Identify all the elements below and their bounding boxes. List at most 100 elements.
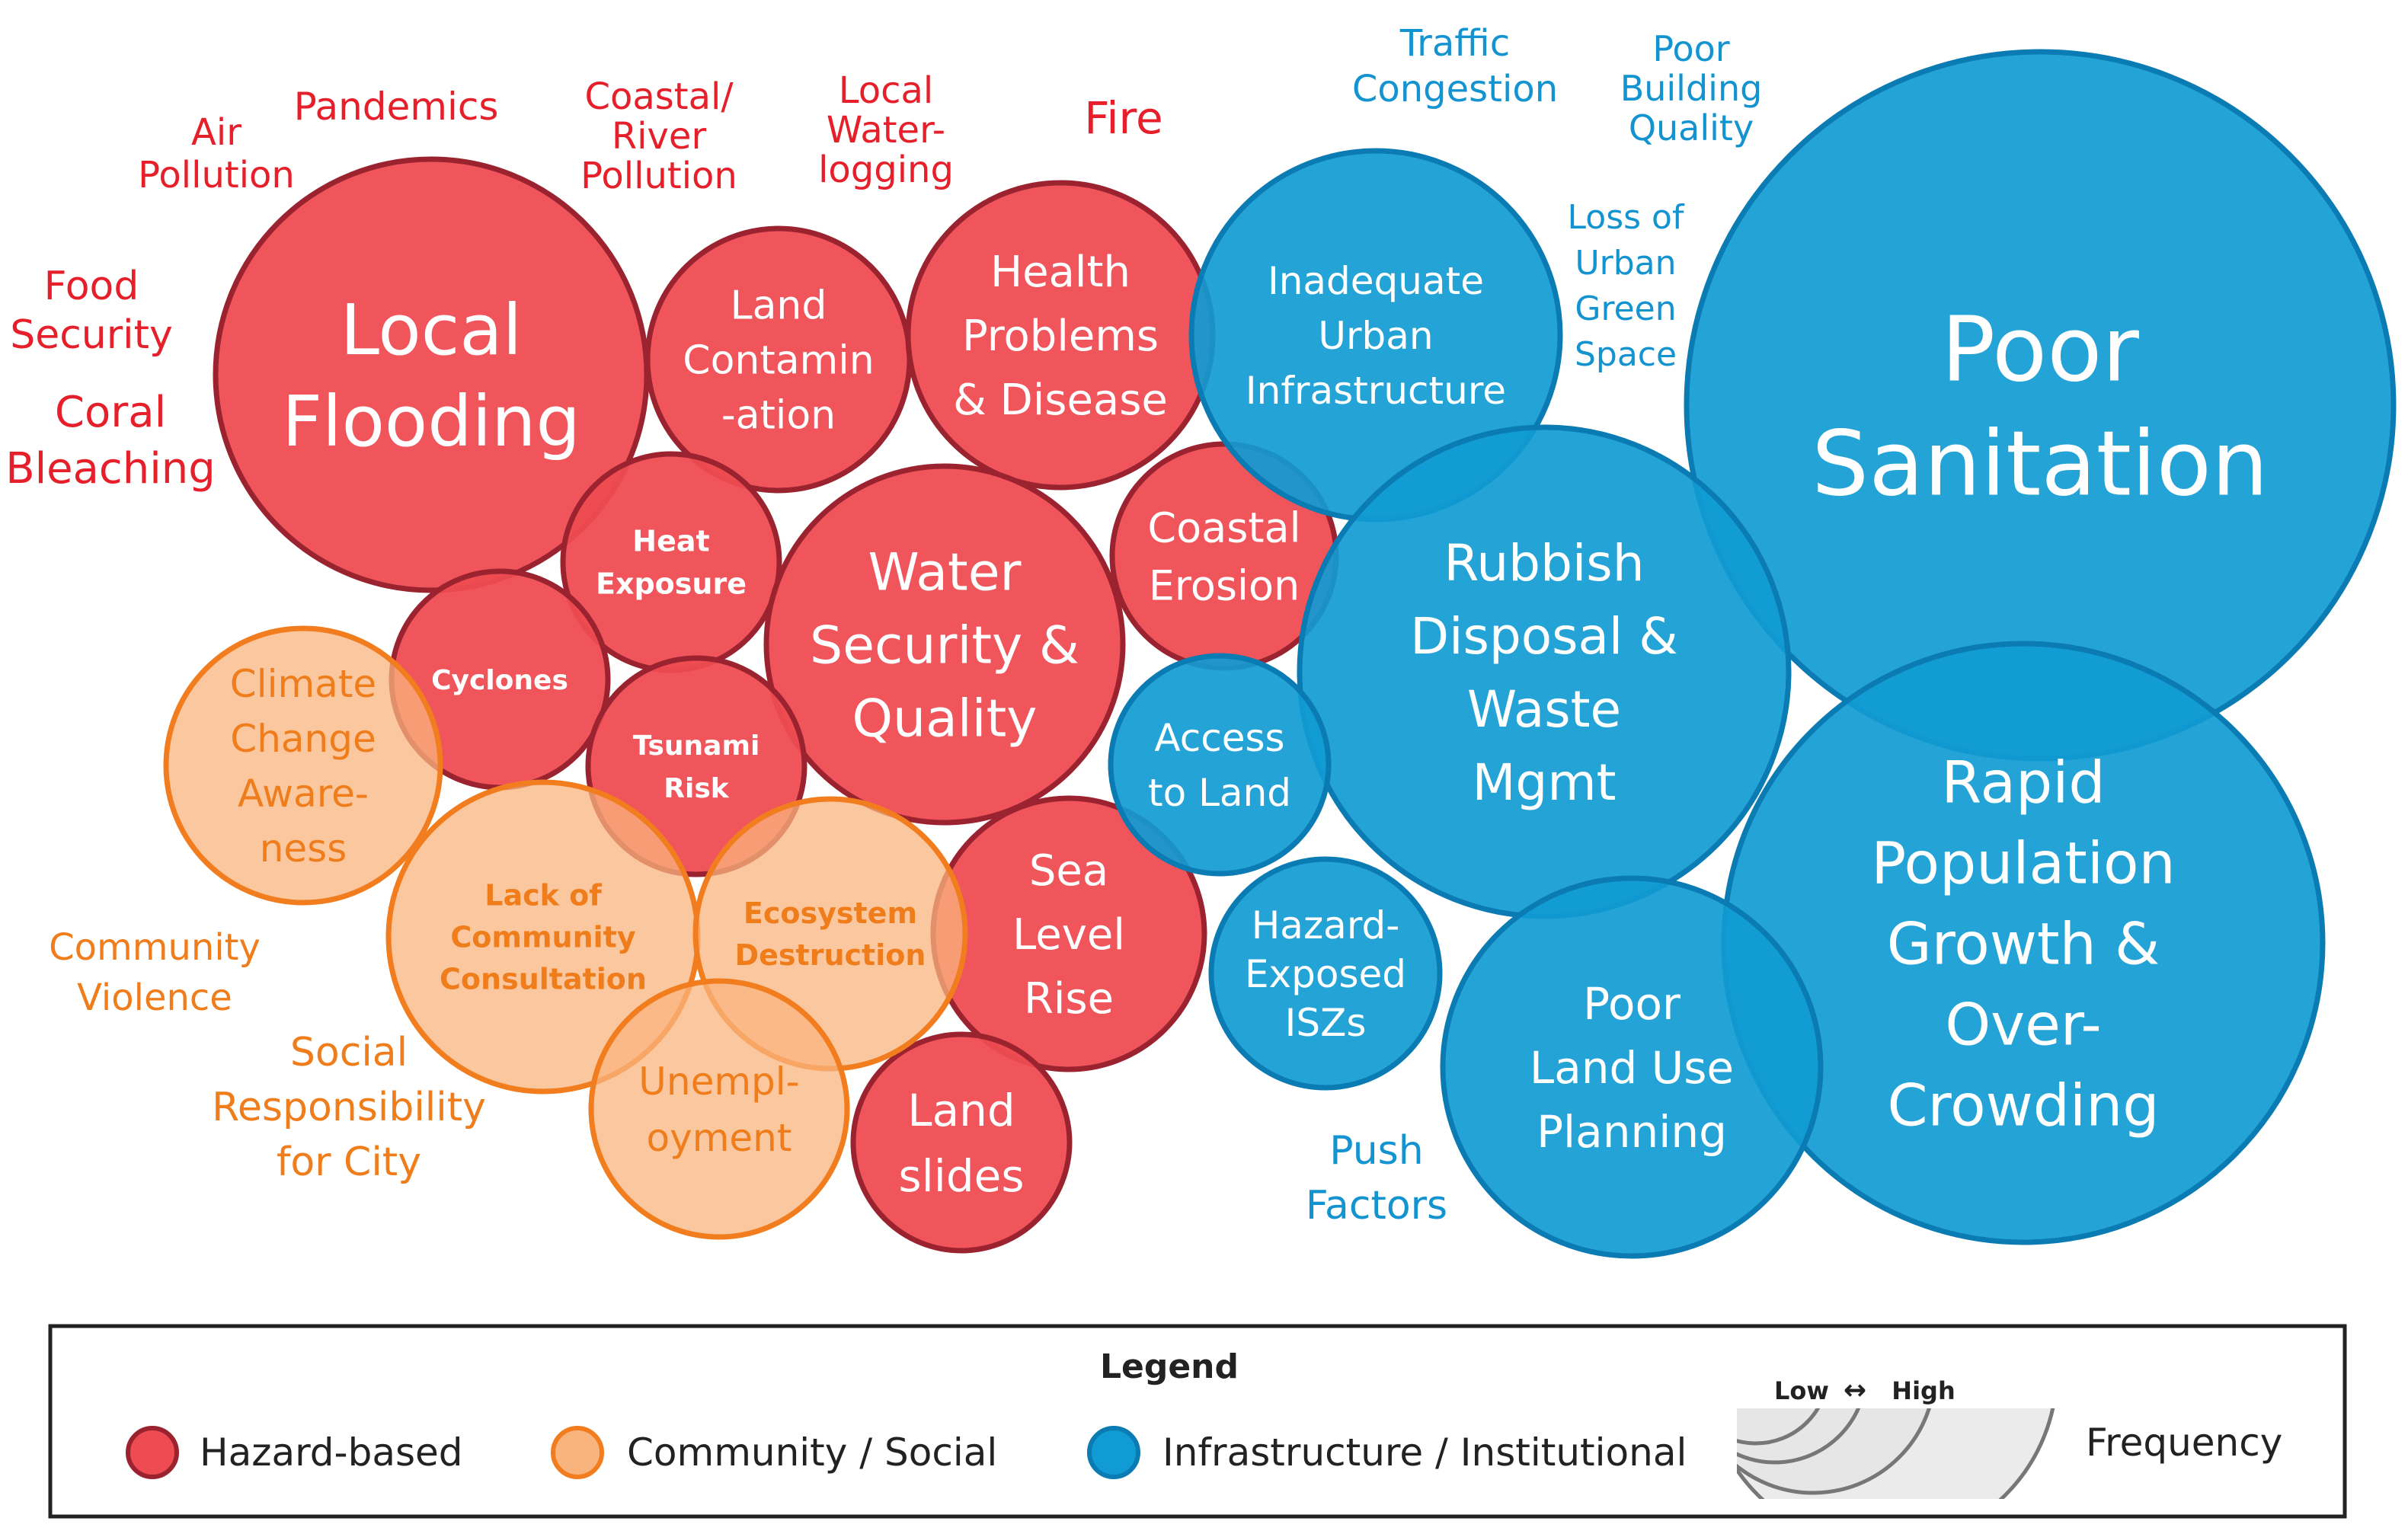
- floating-label-line: Pollution: [580, 155, 737, 197]
- bubble-circle: [1108, 653, 1332, 877]
- bubble-label-line: ISZs: [1285, 1001, 1367, 1045]
- bubble-unemployment: Unempl-oyment: [588, 978, 850, 1240]
- bubble-label-line: Lack of: [484, 879, 602, 912]
- bubble-label-line: Erosion: [1149, 561, 1300, 609]
- bubble-sea-level-rise: Sea Level Rise: [930, 795, 1207, 1072]
- floating-label-line: Coastal/: [584, 75, 734, 118]
- bubble-label-line: Over-: [1945, 990, 2101, 1058]
- bubble-label-line: Inadequate: [1268, 259, 1484, 303]
- bubble-circle: [1440, 875, 1824, 1259]
- bubble-label-line: Unempl-: [638, 1059, 799, 1104]
- bubble-label-line: Climate: [230, 662, 376, 706]
- bubble-label-line: Exposed: [1245, 952, 1406, 996]
- bubble-label-line: Water: [868, 542, 1021, 602]
- bubble-label-line: Ecosystem: [744, 896, 917, 930]
- bubble-label-line: Hazard-: [1252, 903, 1400, 948]
- bubble-circle: [588, 978, 850, 1240]
- bubble-label-line: Sea: [1029, 846, 1108, 896]
- label-loss-of-urban-green-space: Loss of Urban Green Space: [1568, 198, 1685, 374]
- bubble-label-line: Population: [1871, 829, 2175, 896]
- bubble-label-line: Quality: [852, 689, 1038, 749]
- floating-label-line: Traffic: [1399, 22, 1510, 65]
- floating-label-line: Congestion: [1352, 68, 1558, 110]
- bubble-circle: [763, 463, 1126, 826]
- bubble-circle: [1297, 424, 1792, 919]
- floating-label-line: Food: [44, 264, 139, 309]
- bubble-coastal-erosion: Coastal Erosion: [1109, 441, 1339, 671]
- bubble-label-line: Community: [450, 921, 635, 954]
- floating-label-line: Space: [1575, 335, 1677, 374]
- bubble-label-line: Aware-: [238, 772, 369, 816]
- bubble-label-line: ness: [260, 826, 347, 871]
- bubble-label-line: Exposure: [596, 567, 747, 601]
- bubble-access-to-land: Access to Land: [1108, 653, 1332, 877]
- floating-label-line: Factors: [1306, 1183, 1447, 1229]
- bubble-circle: [163, 625, 443, 906]
- floating-label-line: Responsibility: [212, 1085, 486, 1130]
- bubble-label-line: -ation: [721, 393, 836, 439]
- floating-label-line: Security: [10, 312, 173, 358]
- bubble-label-line: Rubbish: [1444, 534, 1644, 593]
- bubble-label-line: Risk: [664, 773, 729, 804]
- label-coral-bleaching: Coral Bleaching: [5, 388, 216, 494]
- floating-label-line: Urban: [1575, 244, 1676, 283]
- floating-label-line: Air: [191, 111, 241, 154]
- bubble-circle: [850, 1031, 1073, 1254]
- floating-label-line: Loss of: [1568, 198, 1685, 237]
- frequency-scale-high: High: [1892, 1376, 1955, 1405]
- bubble-label-line: Security &: [810, 615, 1079, 676]
- bubble-rapid-population-growth: Rapid Population Growth & Over- Crowding: [1721, 641, 2326, 1245]
- legend-label-infra: Infrastructure / Institutional: [1162, 1430, 1687, 1475]
- bubble-label-line: Urban: [1318, 314, 1433, 358]
- label-push-factors: Push Factors: [1306, 1128, 1447, 1229]
- legend: Legend Hazard-based Community / Social I…: [48, 1324, 2347, 1519]
- floating-label-line: Fire: [1084, 92, 1163, 144]
- bubble-land-contamination: Land Contamin -ation: [644, 225, 913, 494]
- bubble-label-line: Growth &: [1887, 909, 2160, 977]
- legend-swatch-hazard: [126, 1426, 179, 1479]
- label-pandemics: Pandemics: [294, 85, 499, 129]
- floating-label-line: Social: [290, 1030, 408, 1075]
- legend-label-hazard: Hazard-based: [200, 1430, 463, 1475]
- bubble-label-line: Tsunami: [633, 730, 760, 762]
- floating-label-line: Building: [1620, 68, 1763, 109]
- bubble-label-line: Level: [1012, 910, 1125, 960]
- bubble-label-line: Infrastructure: [1246, 369, 1506, 413]
- legend-swatch-social: [551, 1426, 604, 1479]
- floating-label-line: Local: [839, 69, 933, 112]
- bubble-label-line: Land: [907, 1085, 1015, 1136]
- label-fire: Fire: [1084, 92, 1163, 144]
- label-social-responsibility: Social Responsibility for City: [212, 1030, 486, 1185]
- bubble-land-slides: Land slides: [850, 1031, 1073, 1254]
- legend-label-social: Community / Social: [627, 1430, 997, 1475]
- bubble-label-line: Sanitation: [1812, 411, 2268, 516]
- bubble-label-line: Crowding: [1887, 1071, 2159, 1139]
- bubble-label-line: Planning: [1537, 1106, 1727, 1158]
- floating-label-line: Pollution: [138, 154, 295, 197]
- floating-label-line: River: [612, 115, 707, 158]
- legend-swatch-infra: [1087, 1426, 1140, 1479]
- bubble-label-line: Disposal &: [1410, 607, 1677, 666]
- bubble-label-line: Heat: [632, 525, 709, 558]
- bubble-health-problems: Health Problems & Disease: [905, 180, 1216, 491]
- bubble-local-flooding: Local Flooding: [213, 156, 650, 593]
- bubble-label-line: Health: [990, 248, 1130, 297]
- label-community-violence: Community Violence: [49, 926, 261, 1019]
- floating-label-line: logging: [818, 149, 954, 191]
- floating-label-line: Push: [1329, 1128, 1423, 1174]
- frequency-scale-arrow: ↔: [1844, 1375, 1866, 1406]
- floating-label-line: for City: [277, 1139, 421, 1185]
- floating-label-line: Violence: [77, 976, 232, 1019]
- frequency-label: Frequency: [2086, 1421, 2282, 1465]
- bubble-label-line: Destruction: [735, 938, 926, 972]
- bubble-label-line: Waste: [1467, 680, 1621, 739]
- bubble-label-line: slides: [898, 1150, 1024, 1202]
- floating-label-line: Poor: [1652, 28, 1729, 69]
- bubble-label-line: Change: [230, 717, 376, 761]
